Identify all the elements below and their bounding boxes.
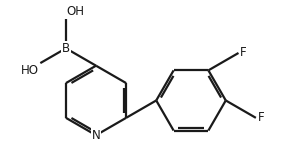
- Text: F: F: [258, 111, 264, 124]
- Text: OH: OH: [66, 5, 85, 18]
- Text: N: N: [92, 129, 100, 142]
- Text: F: F: [240, 47, 247, 59]
- Text: B: B: [62, 42, 70, 55]
- Text: HO: HO: [21, 64, 39, 77]
